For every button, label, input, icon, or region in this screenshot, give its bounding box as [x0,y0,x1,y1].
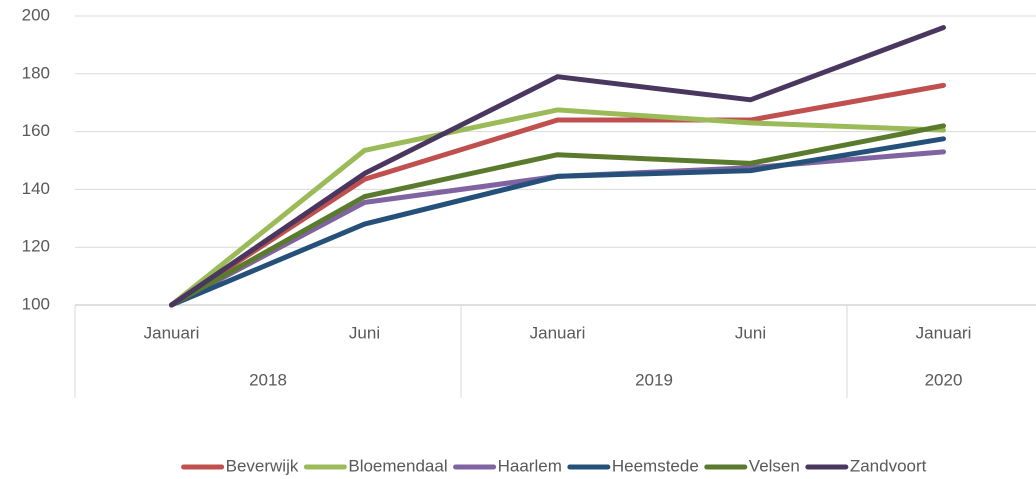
y-tick-label: 140 [22,179,50,198]
series-line [169,25,946,308]
y-tick-label: 160 [22,121,50,140]
legend-label: Bloemendaal [348,456,447,475]
series-line [169,107,946,308]
x-tick-label: Januari [916,323,972,342]
x-tick-label: Juni [349,323,380,342]
series-line [169,82,946,308]
group-label: 2019 [635,370,673,389]
legend-label: Velsen [749,456,800,475]
group-label: 2020 [925,370,963,389]
y-tick-label: 100 [22,294,50,313]
x-tick-label: Januari [144,323,200,342]
legend-label: Haarlem [498,456,562,475]
x-tick-label: Juni [735,323,766,342]
group-label: 2018 [249,370,287,389]
legend-label: Beverwijk [226,456,299,475]
series-line [169,123,946,308]
y-tick-label: 200 [22,5,50,24]
legend-label: Zandvoort [850,456,927,475]
y-tick-label: 180 [22,63,50,82]
y-tick-label: 120 [22,237,50,256]
x-tick-label: Januari [530,323,586,342]
legend-label: Heemstede [612,456,699,475]
series-line [169,136,946,308]
